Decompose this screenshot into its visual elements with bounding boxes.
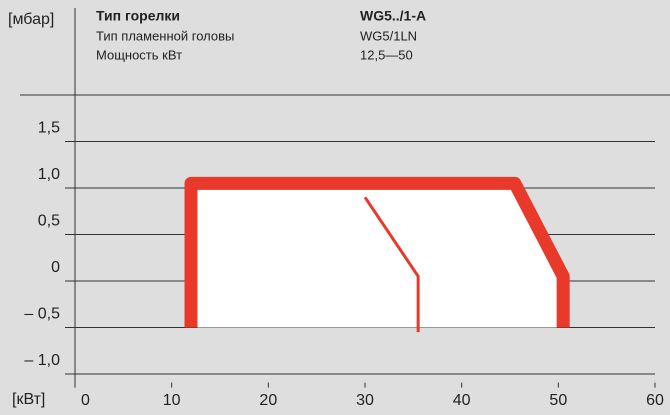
x-tick-label: 20 — [259, 392, 277, 409]
y-tick-label: 0 — [51, 259, 60, 276]
y-tick-label: 0,5 — [38, 213, 60, 230]
x-axis-label: [кВт] — [12, 391, 45, 408]
header-label: Тип пламенной головы — [96, 28, 234, 43]
header-label: Тип горелки — [96, 8, 180, 24]
x-tick-label: 30 — [356, 392, 374, 409]
header-value: WG5../1-A — [360, 8, 426, 24]
x-tick-label: 40 — [453, 392, 471, 409]
x-tick-label: 50 — [549, 392, 567, 409]
header-label: Мощность кВт — [96, 47, 182, 62]
field-area — [191, 183, 564, 328]
limit-line — [363, 196, 420, 333]
y-tick-label: 1,0 — [38, 166, 60, 183]
x-tick-label: 10 — [163, 392, 181, 409]
x-tick-label: 60 — [646, 392, 664, 409]
field-outline — [184, 176, 570, 328]
y-tick-label: – 0,5 — [24, 306, 60, 323]
y-axis-label: [мбар] — [8, 11, 54, 28]
x-tick-label: 0 — [81, 392, 90, 409]
header-value: WG5/1LN — [360, 28, 417, 43]
header-value: 12,5—50 — [360, 47, 413, 62]
y-tick-label: – 1,0 — [24, 352, 60, 369]
y-tick-label: 1,5 — [38, 120, 60, 137]
